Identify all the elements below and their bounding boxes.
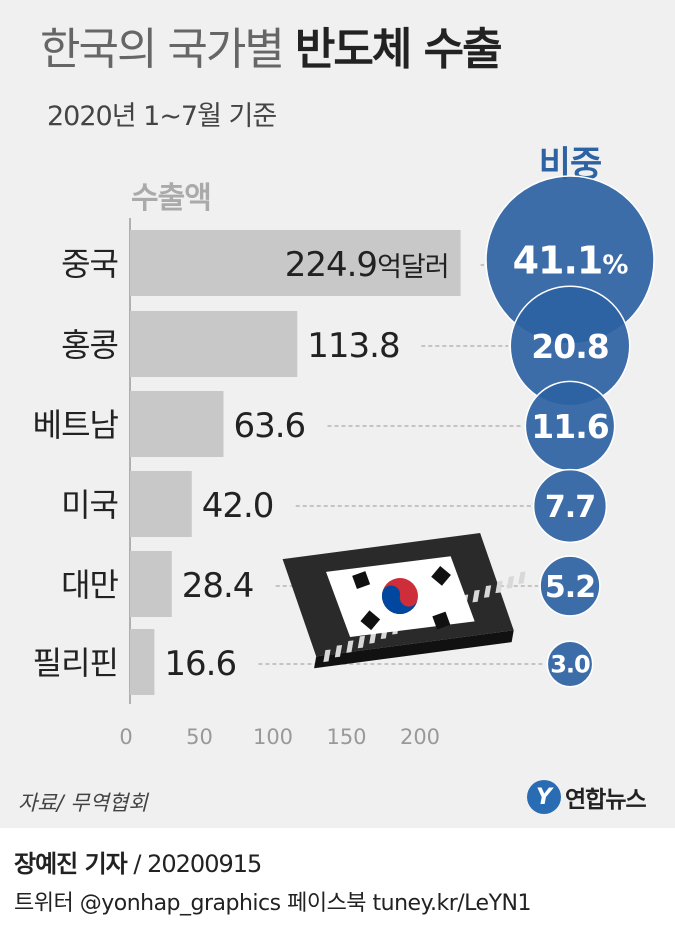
share-bubble-5 xyxy=(546,640,594,688)
x-tick-label-3: 150 xyxy=(326,725,366,749)
yonhap-logo-text: 연합뉴스 xyxy=(565,787,647,813)
share-number-1: 20.8 xyxy=(531,327,608,366)
category-label-0: 중국 xyxy=(61,245,118,283)
share-label-4: 5.2 xyxy=(545,570,595,605)
chip-pin-17 xyxy=(518,571,526,585)
category-label-1: 홍콩 xyxy=(61,326,118,364)
flag-trigram-4 xyxy=(432,611,451,630)
value-label-4: 28.4 xyxy=(182,566,254,606)
chip-pin-0 xyxy=(323,649,331,662)
x-tick-label-0: 0 xyxy=(119,725,132,749)
value-label-5: 16.6 xyxy=(164,644,236,684)
title-bold: 반도체 수출 xyxy=(294,24,503,75)
share-label-2: 11.6 xyxy=(531,407,608,446)
credit-date: / 20200915 xyxy=(126,850,262,878)
value-number-4: 28.4 xyxy=(182,566,254,606)
yonhap-logo-icon: Y xyxy=(527,780,561,814)
bar-0 xyxy=(130,230,461,296)
value-number-1: 113.8 xyxy=(307,326,399,366)
share-bubble-4 xyxy=(539,555,601,617)
chart-subtitle: 2020년 1~7월 기준 xyxy=(47,101,277,132)
category-label-4: 대만 xyxy=(61,566,118,604)
value-number-0: 224.9 xyxy=(285,245,377,285)
x-tick-label-4: 200 xyxy=(400,725,440,749)
value-label-3: 42.0 xyxy=(202,486,274,526)
chip-pin-14 xyxy=(483,585,492,598)
share-label-1: 20.8 xyxy=(531,327,608,366)
reporter-name: 장예진 기자 xyxy=(14,850,128,878)
share-number-0: 41.1 xyxy=(513,239,603,283)
chip-pin-13 xyxy=(472,589,480,603)
bar-2 xyxy=(130,391,224,457)
title-light: 한국의 국가별 xyxy=(40,24,295,75)
share-number-3: 7.7 xyxy=(545,490,595,525)
chip-pin-1 xyxy=(334,644,343,658)
bar-4 xyxy=(130,551,172,617)
social-links: 트위터 @yonhap_graphics 페이스북 tuney.kr/LeYN1 xyxy=(14,891,531,916)
flag-trigram-2 xyxy=(431,566,451,586)
category-label-2: 베트남 xyxy=(33,406,119,444)
value-label-0: 224.9억달러 xyxy=(285,245,449,285)
chip-pin-3 xyxy=(357,635,366,649)
reporter-credit: 장예진 기자 / 20200915 xyxy=(14,844,262,879)
share-label-3: 7.7 xyxy=(545,490,595,525)
share-unit: % xyxy=(602,251,628,281)
share-number-4: 5.2 xyxy=(545,570,595,605)
share-number-5: 3.0 xyxy=(550,651,590,679)
chip-pin-15 xyxy=(495,580,503,594)
yonhap-logo: Y 연합뉴스 xyxy=(527,777,647,817)
bar-5 xyxy=(130,629,155,695)
share-number-2: 11.6 xyxy=(531,407,608,446)
bar-3 xyxy=(130,471,192,537)
category-label-3: 미국 xyxy=(61,486,118,524)
chip-pin-16 xyxy=(506,576,515,589)
chart-title: 한국의 국가별 반도체 수출 xyxy=(40,28,503,72)
share-bubble-3 xyxy=(532,468,608,544)
share-label-0: 41.1% xyxy=(513,239,629,283)
category-label-5: 필리핀 xyxy=(33,644,118,682)
source-note: 자료/ 무역협회 xyxy=(18,791,148,815)
share-label-5: 3.0 xyxy=(550,651,590,679)
bar-1 xyxy=(130,311,298,377)
flag-trigram-3 xyxy=(360,610,381,631)
flag-trigram-1 xyxy=(352,571,371,590)
value-label-1: 113.8 xyxy=(307,326,399,366)
value-label-2: 63.6 xyxy=(233,406,305,446)
x-tick-label-2: 100 xyxy=(253,725,293,749)
value-number-5: 16.6 xyxy=(164,644,236,684)
bar-column-label: 수출액 xyxy=(131,181,211,216)
flag-taeguk-blue xyxy=(381,585,418,615)
semiconductor-chip-illustration xyxy=(282,532,526,669)
value-number-3: 42.0 xyxy=(202,486,274,526)
value-number-2: 63.6 xyxy=(233,406,305,446)
value-unit: 억달러 xyxy=(377,252,449,283)
chip-edge xyxy=(314,630,514,669)
chip-pin-2 xyxy=(346,640,354,653)
x-tick-label-1: 50 xyxy=(186,725,213,749)
